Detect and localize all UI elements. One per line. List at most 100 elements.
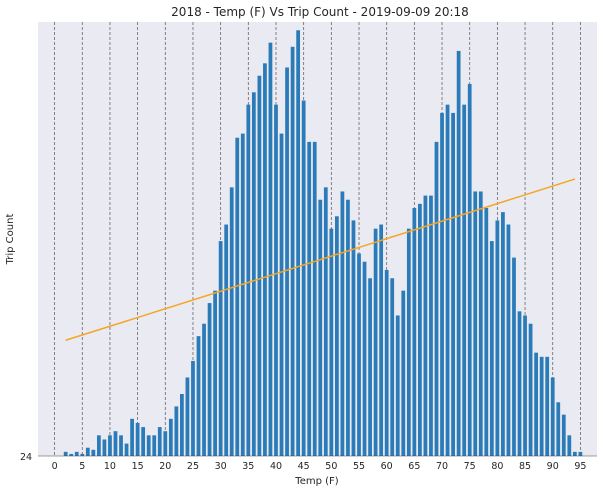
- x-tick-label: 50: [325, 461, 337, 472]
- bar: [85, 447, 90, 456]
- bar: [390, 278, 395, 456]
- bar: [357, 253, 361, 456]
- x-tick-label: 70: [436, 461, 448, 472]
- bar: [274, 104, 278, 457]
- bar: [174, 406, 179, 456]
- x-tick-label: 35: [242, 461, 254, 472]
- bar: [152, 435, 157, 456]
- bar: [379, 224, 384, 456]
- y-tick-overlap: 24: [20, 452, 32, 463]
- bar: [578, 451, 583, 456]
- bar: [113, 431, 118, 456]
- bar: [141, 427, 146, 456]
- bar: [279, 133, 284, 456]
- bar: [401, 290, 406, 456]
- bar: [213, 290, 217, 456]
- bar: [63, 451, 68, 456]
- x-tick-label: 75: [464, 461, 476, 472]
- bar: [229, 187, 234, 456]
- bar: [91, 449, 96, 456]
- bar: [80, 453, 85, 456]
- bar: [202, 323, 206, 456]
- bar: [550, 377, 555, 456]
- bar: [74, 451, 79, 456]
- bar: [412, 208, 417, 456]
- chart-title: 2018 - Temp (F) Vs Trip Count - 2019-09-…: [171, 5, 469, 19]
- x-tick-label: 55: [353, 461, 365, 472]
- bar: [180, 394, 184, 456]
- bar: [130, 418, 134, 456]
- bar: [484, 208, 489, 456]
- bar: [246, 104, 251, 457]
- bar: [462, 104, 467, 457]
- bar: [263, 63, 267, 456]
- bar: [240, 133, 245, 456]
- bar: [495, 220, 500, 456]
- bar: [429, 195, 433, 456]
- bar: [423, 195, 428, 456]
- x-tick-label: 80: [491, 461, 503, 472]
- bars: [63, 30, 583, 457]
- bar: [512, 257, 516, 456]
- bar: [235, 137, 240, 457]
- bar: [445, 104, 450, 457]
- bar: [528, 323, 533, 456]
- bar: [323, 187, 328, 456]
- bar: [501, 212, 505, 456]
- bar: [467, 84, 472, 456]
- bar: [451, 112, 455, 457]
- bar: [368, 278, 372, 456]
- bar: [567, 435, 572, 456]
- bar: [296, 30, 301, 457]
- bar: [224, 224, 229, 456]
- bar: [251, 92, 256, 457]
- bar: [290, 46, 295, 457]
- x-tick-label: 30: [215, 461, 227, 472]
- bar: [572, 451, 577, 456]
- bar: [384, 270, 389, 456]
- bar: [506, 224, 511, 456]
- bar: [307, 141, 312, 456]
- bar: [351, 220, 356, 456]
- bar: [69, 453, 74, 456]
- bar: [340, 191, 345, 456]
- bar: [207, 303, 212, 456]
- x-ticks: 0 5 10 15 20 25 30 35 40 45 50 55 60 65 70 75 80 85 90 95: [52, 461, 587, 472]
- bar: [478, 191, 483, 456]
- bar: [418, 203, 422, 456]
- x-tick-label: 5: [79, 461, 85, 472]
- bar: [539, 356, 544, 456]
- trend-line: [65, 178, 576, 341]
- bar: [362, 261, 367, 456]
- x-tick-label: 85: [519, 461, 531, 472]
- bar: [97, 435, 101, 456]
- bar: [346, 199, 350, 457]
- bar: [334, 216, 339, 456]
- x-tick-label: 40: [270, 461, 282, 472]
- bar: [185, 377, 190, 456]
- bar: [440, 112, 444, 457]
- bar: [561, 414, 566, 456]
- y-axis-label: Trip Count: [5, 214, 16, 266]
- bar: [196, 336, 201, 456]
- bar: [395, 315, 400, 456]
- bar: [157, 427, 162, 456]
- bar: [191, 360, 195, 456]
- bar: [285, 67, 289, 456]
- x-tick-label: 90: [547, 461, 559, 472]
- bar: [373, 228, 378, 456]
- bar: [434, 141, 439, 456]
- bar: [489, 241, 494, 456]
- bar: [168, 418, 173, 456]
- bar: [268, 42, 273, 457]
- bar: [163, 431, 168, 456]
- bar: [218, 241, 223, 456]
- x-axis-label: Temp (F): [294, 476, 338, 487]
- bar: [135, 422, 140, 456]
- bar: [523, 315, 527, 456]
- bar: [146, 435, 151, 456]
- bar: [473, 191, 478, 456]
- bar: [108, 435, 112, 456]
- bar: [102, 439, 107, 456]
